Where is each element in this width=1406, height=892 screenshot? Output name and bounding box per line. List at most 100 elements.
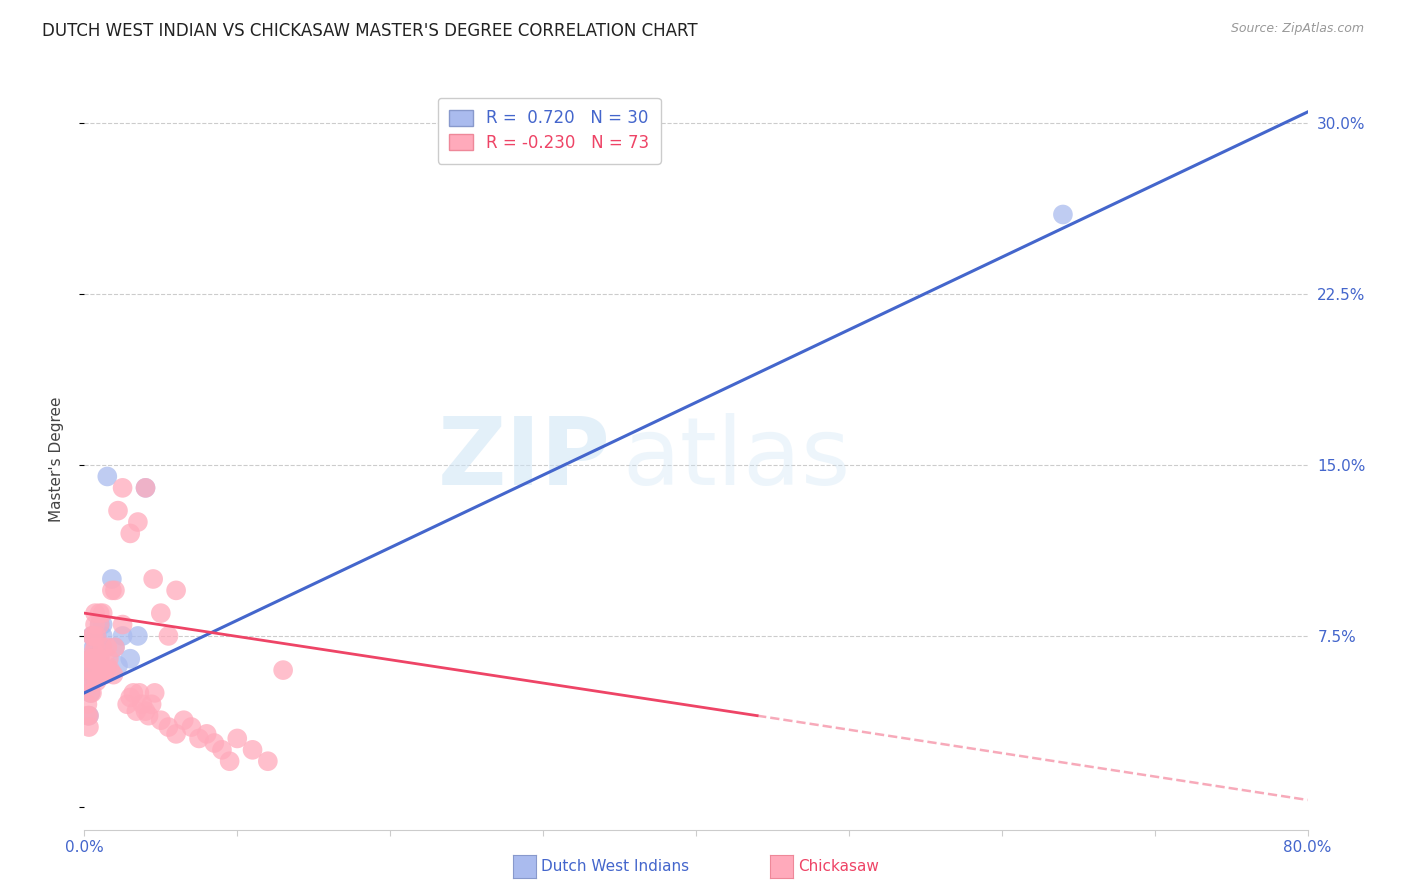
Point <box>242 743 264 757</box>
Point <box>79 651 101 665</box>
Point <box>77 674 100 689</box>
Point <box>218 754 240 768</box>
Point <box>80 651 103 665</box>
Point <box>83 663 105 677</box>
Point <box>127 629 149 643</box>
Point <box>157 720 180 734</box>
Point <box>79 686 101 700</box>
Point <box>135 481 157 495</box>
Point <box>173 713 195 727</box>
Point <box>202 736 225 750</box>
Text: ZIP: ZIP <box>437 413 610 506</box>
Point <box>83 663 105 677</box>
Point <box>89 651 111 665</box>
Point <box>128 686 150 700</box>
Point <box>104 640 127 655</box>
Point <box>104 640 127 655</box>
Point <box>97 651 120 665</box>
Point <box>115 698 138 712</box>
Point <box>127 515 149 529</box>
Point <box>89 617 111 632</box>
Point <box>101 572 124 586</box>
Point <box>94 663 117 677</box>
Point <box>77 674 100 689</box>
Point <box>90 663 112 677</box>
Point <box>86 629 108 643</box>
Point <box>91 617 114 632</box>
Point <box>180 720 202 734</box>
Point <box>96 658 118 673</box>
Point <box>79 651 101 665</box>
Text: Chickasaw: Chickasaw <box>799 859 880 873</box>
Point <box>80 674 103 689</box>
Point <box>86 674 108 689</box>
Point <box>84 640 107 655</box>
Point <box>80 629 103 643</box>
Point <box>83 640 105 655</box>
Text: Dutch West Indians: Dutch West Indians <box>541 859 689 873</box>
Point <box>86 629 108 643</box>
Point <box>165 583 187 598</box>
Point <box>83 629 105 643</box>
Point <box>257 754 280 768</box>
Point <box>83 651 105 665</box>
Point <box>104 583 127 598</box>
Legend: R =  0.720   N = 30, R = -0.230   N = 73: R = 0.720 N = 30, R = -0.230 N = 73 <box>437 97 661 163</box>
Text: Source: ZipAtlas.com: Source: ZipAtlas.com <box>1230 22 1364 36</box>
Text: DUTCH WEST INDIAN VS CHICKASAW MASTER'S DEGREE CORRELATION CHART: DUTCH WEST INDIAN VS CHICKASAW MASTER'S … <box>42 22 697 40</box>
Point <box>1052 207 1074 221</box>
Point <box>77 708 100 723</box>
Point <box>91 640 114 655</box>
Point <box>138 708 160 723</box>
Point <box>84 617 107 632</box>
Point <box>188 731 211 746</box>
Point <box>91 629 114 643</box>
Point <box>157 629 180 643</box>
Point <box>111 617 134 632</box>
Point <box>93 667 115 681</box>
Point <box>96 640 118 655</box>
Point <box>79 686 101 700</box>
Point <box>80 686 103 700</box>
Point <box>76 698 98 712</box>
Text: atlas: atlas <box>623 413 851 506</box>
Point <box>76 708 98 723</box>
Point <box>103 667 125 681</box>
Point <box>195 727 218 741</box>
Point <box>86 651 108 665</box>
Point <box>80 667 103 681</box>
Point <box>83 645 105 659</box>
Point <box>111 481 134 495</box>
Point <box>87 651 110 665</box>
Point <box>226 731 249 746</box>
Point <box>90 640 112 655</box>
Point <box>135 704 157 718</box>
Point <box>77 708 100 723</box>
Point <box>89 663 111 677</box>
Point <box>271 663 294 677</box>
Point <box>98 663 121 677</box>
Point <box>135 481 157 495</box>
Point <box>142 572 165 586</box>
Point <box>107 658 129 673</box>
Point <box>111 629 134 643</box>
Point <box>89 617 111 632</box>
Point <box>89 651 111 665</box>
Point <box>101 583 124 598</box>
Point <box>120 690 142 705</box>
Point <box>141 698 163 712</box>
Point <box>84 606 107 620</box>
Point <box>96 469 118 483</box>
Point <box>131 698 153 712</box>
Point <box>87 663 110 677</box>
Point <box>86 658 108 673</box>
Point <box>107 503 129 517</box>
Point <box>120 651 142 665</box>
Point <box>77 720 100 734</box>
Point <box>86 667 108 681</box>
Point <box>79 663 101 677</box>
Point <box>211 743 233 757</box>
Point <box>89 606 111 620</box>
Point <box>149 713 172 727</box>
Point <box>122 686 145 700</box>
